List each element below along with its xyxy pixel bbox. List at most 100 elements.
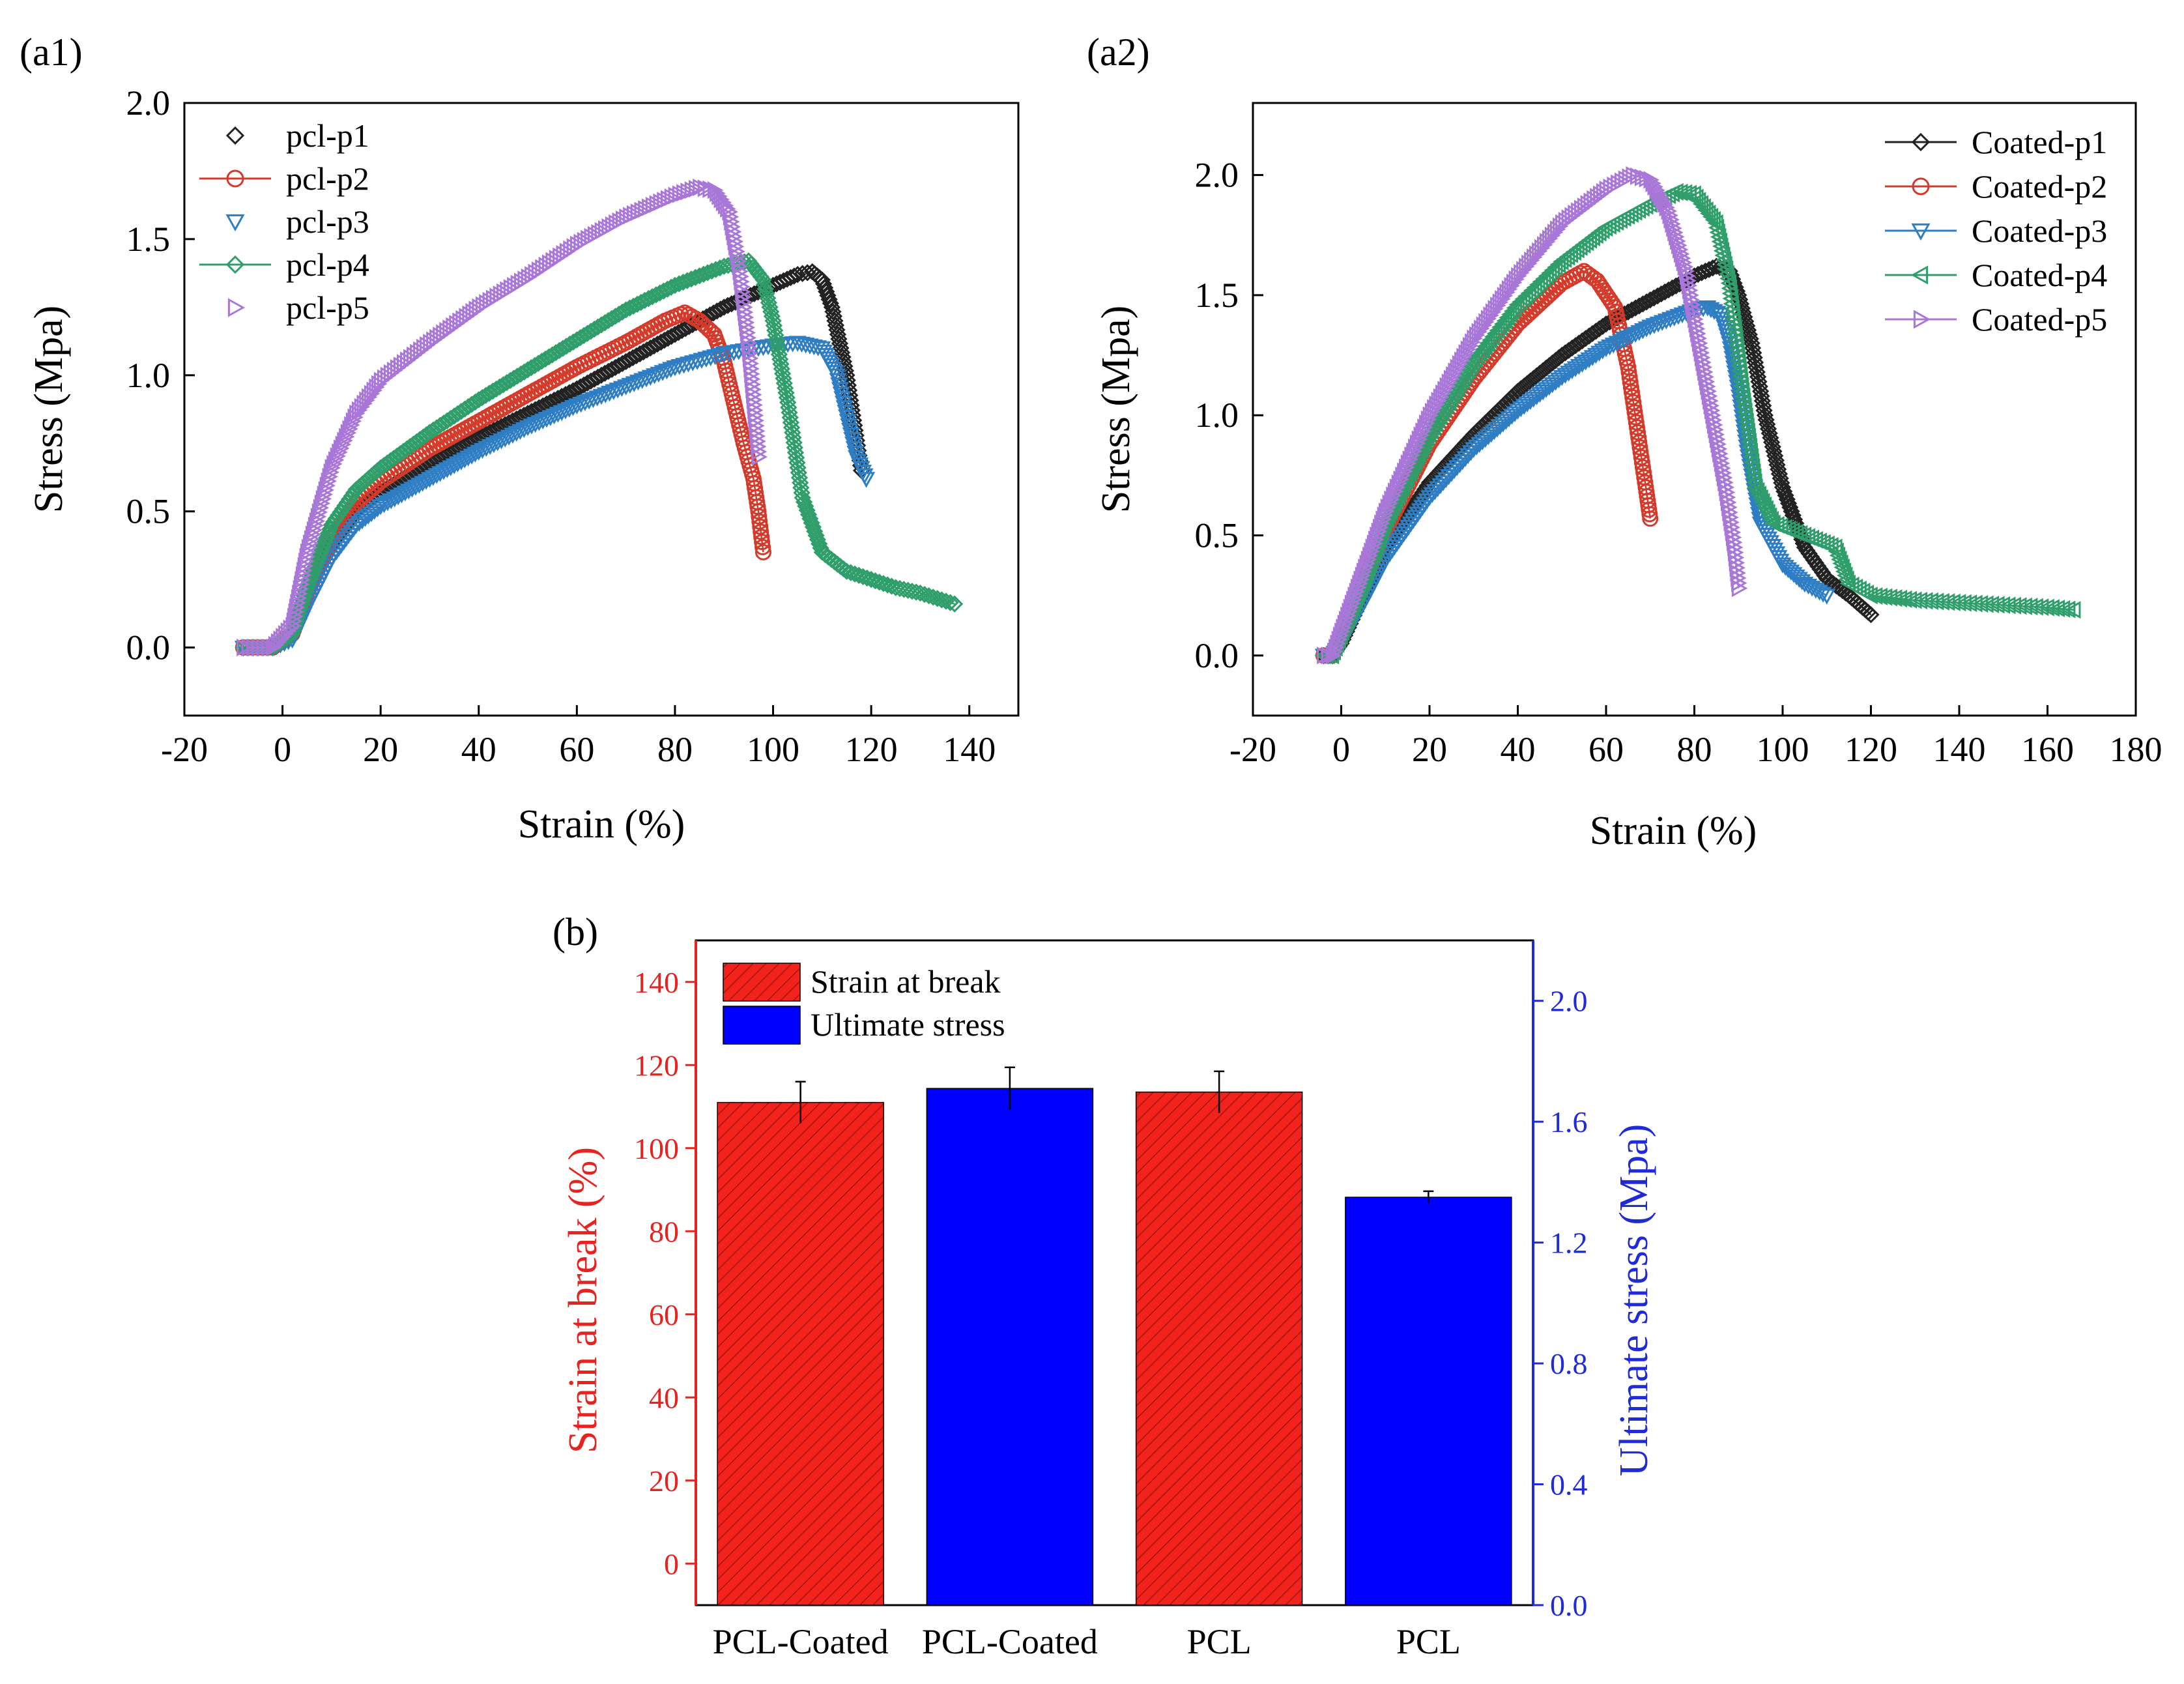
data-point-Coated-p4 [1471, 343, 1488, 362]
data-point-pcl-p4 [792, 479, 810, 497]
data-point-pcl-p3 [572, 396, 590, 413]
y-tick-label: 1.5 [126, 220, 171, 259]
data-point-pcl-p3 [356, 511, 375, 527]
data-point-pcl-p2 [694, 315, 711, 332]
data-point-Coated-p5 [1419, 414, 1435, 433]
legend-entry-pcl-p4: pcl-p4 [199, 246, 369, 283]
data-point-pcl-p4 [801, 510, 819, 528]
x-tick-label: 20 [1412, 730, 1447, 769]
data-point-Coated-p3 [1502, 409, 1521, 425]
data-point-pcl-p2 [697, 318, 714, 335]
data-point-pcl-p3 [666, 360, 684, 377]
data-point-Coated-p3 [1556, 368, 1575, 384]
data-point-pcl-p5 [328, 451, 345, 469]
x-tick-label: 100 [747, 730, 799, 769]
data-point-pcl-p4 [807, 527, 825, 544]
data-point-pcl-p4 [756, 280, 774, 298]
data-point-Coated-p5 [1731, 579, 1748, 598]
legend-entry-pcl-p3: pcl-p3 [225, 203, 369, 240]
data-point-pcl-p1 [726, 293, 744, 311]
data-point-Coated-p1 [1777, 486, 1794, 504]
data-point-Coated-p1 [1652, 285, 1670, 303]
data-point-pcl-p4 [790, 469, 809, 487]
data-point-Coated-p4 [1489, 321, 1505, 340]
data-point-Coated-p1 [1746, 349, 1763, 366]
data-point-Coated-p1 [1755, 401, 1773, 419]
data-point-pcl-p1 [627, 347, 645, 365]
data-point-pcl-p3 [481, 439, 499, 456]
data-point-Coated-p4 [1547, 258, 1563, 276]
data-point-Coated-p1 [1757, 411, 1775, 429]
data-point-pcl-p3 [564, 400, 582, 416]
data-point-Coated-p1 [1748, 363, 1766, 381]
data-point-pcl-p1 [614, 355, 631, 372]
data-point-pcl-p3 [629, 374, 648, 391]
data-point-pcl-p4 [670, 275, 688, 293]
data-point-Coated-p4 [1491, 318, 1508, 336]
data-point-Coated-p5 [1417, 418, 1433, 437]
left-tick-label: 40 [649, 1381, 679, 1414]
category-label: PCL [1396, 1622, 1461, 1661]
data-point-pcl-p4 [779, 394, 797, 411]
data-point-Coated-p5 [1537, 236, 1553, 254]
data-point-pcl-p5 [330, 447, 347, 465]
data-point-pcl-p4 [925, 588, 942, 606]
data-point-Coated-p2 [1630, 429, 1647, 446]
data-point-pcl-p4 [783, 418, 801, 437]
data-point-pcl-p4 [773, 360, 790, 378]
data-point-Coated-p2 [1631, 434, 1648, 451]
data-point-Coated-p5 [1511, 267, 1527, 285]
data-point-Coated-p1 [1773, 474, 1790, 492]
data-point-pcl-p1 [655, 331, 673, 349]
data-point-Coated-p4 [1486, 325, 1502, 343]
data-point-Coated-p1 [1770, 465, 1789, 483]
data-point-Coated-p4 [1710, 228, 1727, 246]
data-point-Coated-p3 [1506, 406, 1524, 422]
data-point-Coated-p4 [2065, 601, 2081, 619]
data-point-Coated-p4 [1835, 562, 1852, 581]
data-point-pcl-p3 [452, 454, 470, 471]
data-point-pcl-p4 [764, 312, 782, 330]
data-point-pcl-p3 [538, 412, 556, 428]
x-tick-label: 100 [1757, 730, 1809, 769]
panel-a1: (a1) -20 0 20 40 60 80 100 120 140 0.0 0.5 1.0 1.5 2.… [20, 31, 1020, 847]
data-point-pcl-p5 [369, 378, 385, 396]
data-point-Coated-p1 [1747, 358, 1765, 376]
data-point-Coated-p4 [1458, 364, 1474, 383]
data-point-pcl-p1 [589, 368, 607, 386]
data-point-Coated-p1 [1630, 297, 1648, 315]
data-point-Coated-p1 [1770, 461, 1787, 478]
data-point-pcl-p3 [841, 423, 859, 439]
data-point-Coated-p4 [1713, 242, 1730, 260]
legend-entry-strain-at-break: Strain at break [723, 963, 1001, 1002]
data-point-pcl-p1 [813, 271, 831, 289]
data-point-Coated-p4 [1826, 538, 1843, 557]
legend-label: pcl-p5 [286, 289, 369, 326]
data-point-pcl-p1 [663, 327, 680, 345]
data-point-pcl-p4 [687, 269, 704, 286]
data-point-pcl-p4 [780, 399, 797, 416]
data-point-pcl-p4 [777, 384, 795, 401]
data-point-Coated-p2 [1633, 454, 1650, 471]
data-point-pcl-p1 [620, 351, 639, 369]
data-point-pcl-p3 [833, 391, 852, 407]
data-point-Coated-p4 [1501, 305, 1517, 323]
data-point-pcl-p3 [448, 456, 467, 472]
x-tick-label: 120 [1845, 730, 1897, 769]
legend-entry-Coated-p3: Coated-p3 [1885, 212, 2107, 249]
data-point-pcl-p5 [241, 639, 257, 657]
x-tick-label: 0 [1332, 730, 1350, 769]
data-point-pcl-p1 [575, 376, 593, 394]
data-point-pcl-p3 [474, 443, 492, 459]
data-point-Coated-p4 [1750, 486, 1767, 504]
data-point-Coated-p3 [1570, 358, 1588, 375]
data-point-pcl-p1 [638, 341, 656, 359]
data-point-Coated-p3 [1467, 439, 1486, 456]
data-point-pcl-p4 [699, 264, 717, 282]
data-point-pcl-p1 [571, 378, 589, 396]
data-point-pcl-p4 [782, 414, 799, 431]
left-tick-label: 120 [634, 1049, 679, 1082]
left-tick-label: 100 [634, 1132, 679, 1165]
x-tick-label: 80 [1677, 730, 1712, 769]
data-point-Coated-p4 [1685, 185, 1701, 203]
